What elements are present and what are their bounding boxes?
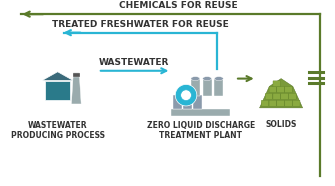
FancyBboxPatch shape — [265, 93, 273, 99]
Circle shape — [181, 90, 191, 101]
FancyBboxPatch shape — [269, 87, 276, 93]
FancyBboxPatch shape — [285, 87, 292, 93]
Text: TREATED FRESHWATER FOR REUSE: TREATED FRESHWATER FOR REUSE — [52, 20, 228, 29]
FancyBboxPatch shape — [277, 100, 284, 106]
Text: CHEMICALS FOR REUSE: CHEMICALS FOR REUSE — [119, 1, 238, 10]
Circle shape — [175, 84, 197, 106]
FancyBboxPatch shape — [261, 100, 269, 106]
Text: SOLIDS: SOLIDS — [265, 120, 297, 129]
FancyBboxPatch shape — [273, 81, 280, 87]
Polygon shape — [42, 72, 73, 81]
Ellipse shape — [191, 77, 200, 81]
FancyBboxPatch shape — [273, 93, 280, 99]
Text: ZERO LIQUID DISCHARGE
TREATMENT PLANT: ZERO LIQUID DISCHARGE TREATMENT PLANT — [147, 121, 255, 140]
Ellipse shape — [214, 77, 223, 81]
Bar — [214, 79, 223, 96]
Text: WASTEWATER: WASTEWATER — [99, 58, 169, 67]
FancyBboxPatch shape — [281, 93, 288, 99]
Bar — [173, 95, 182, 109]
Ellipse shape — [203, 77, 211, 81]
Bar — [183, 95, 192, 109]
Polygon shape — [260, 79, 303, 108]
Bar — [203, 79, 211, 96]
Bar — [191, 79, 200, 96]
Text: WASTEWATER
PRODUCING PROCESS: WASTEWATER PRODUCING PROCESS — [11, 121, 105, 140]
Bar — [193, 95, 202, 109]
FancyBboxPatch shape — [269, 100, 276, 106]
Polygon shape — [71, 73, 81, 104]
FancyBboxPatch shape — [289, 93, 296, 99]
Bar — [45, 81, 70, 100]
FancyBboxPatch shape — [277, 87, 284, 93]
Bar — [171, 109, 230, 116]
FancyBboxPatch shape — [285, 100, 292, 106]
Bar — [73, 73, 80, 77]
FancyBboxPatch shape — [292, 100, 300, 106]
